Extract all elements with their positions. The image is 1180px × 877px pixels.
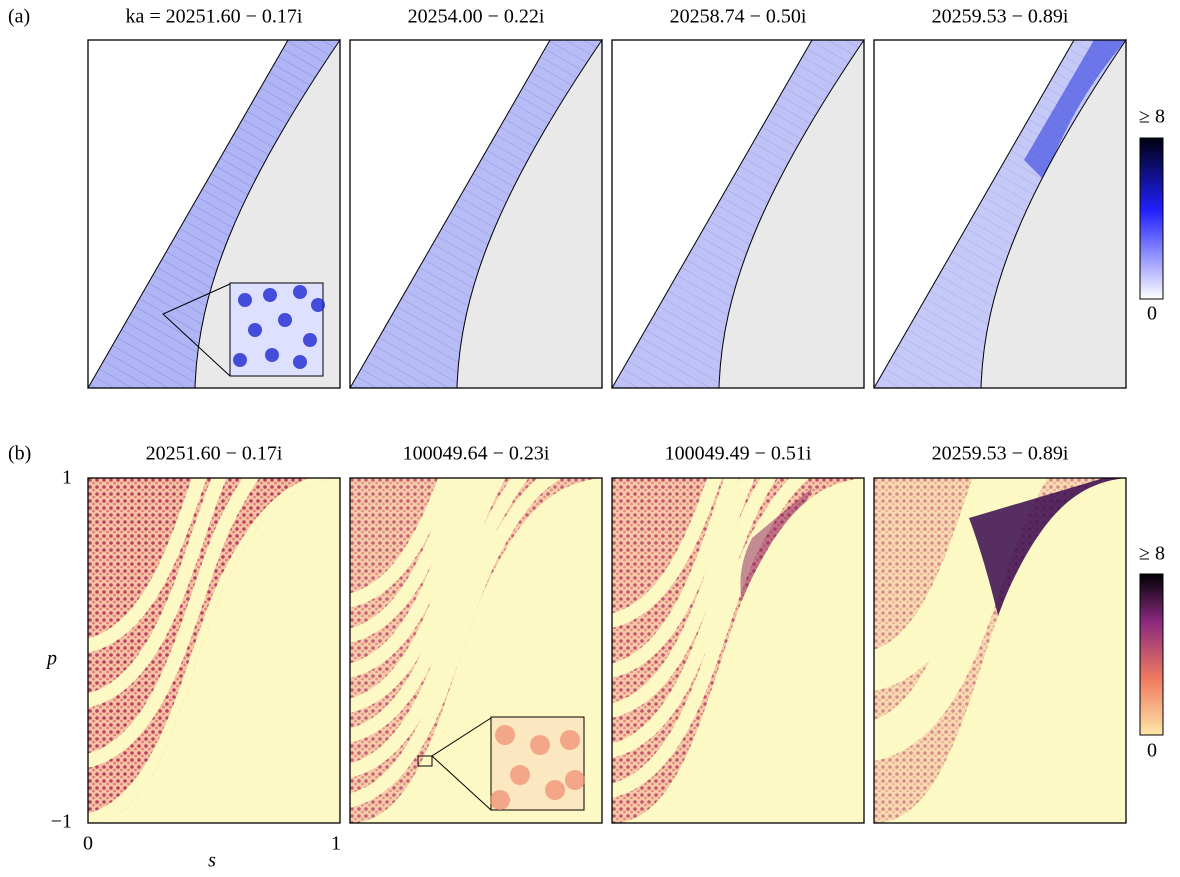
band-bright <box>1024 40 1126 180</box>
gap-stripe <box>350 478 602 810</box>
panel-label: (a) <box>8 6 30 28</box>
boundary <box>873 39 1075 389</box>
inset-blob <box>560 730 580 750</box>
panel-title: 20254.00 − 0.22i <box>408 6 545 28</box>
inset-blob <box>545 780 565 800</box>
gap-stripe <box>88 478 340 770</box>
forbidden <box>718 38 865 389</box>
x-tick-label: 0 <box>83 833 93 855</box>
gap-stripe <box>350 478 602 780</box>
colorbar-max: ≥ 8 <box>1139 543 1165 565</box>
inset-blob <box>238 293 252 307</box>
panel-label: (b) <box>8 443 31 465</box>
gap-stripe <box>350 478 602 680</box>
inset-blob <box>530 735 550 755</box>
forbidden <box>456 38 603 389</box>
panel-title: 20259.53 − 0.89i <box>932 6 1069 28</box>
gap-stripe <box>350 478 602 715</box>
gap-stripe <box>612 478 864 800</box>
inset <box>162 282 325 377</box>
inset-blob <box>293 285 307 299</box>
x-tick-label: 1 <box>331 833 341 855</box>
panel-title: 20259.53 − 0.89i <box>932 443 1069 465</box>
inset-blob <box>278 313 292 327</box>
panel-title: 20258.74 − 0.50i <box>670 6 807 28</box>
frame <box>611 477 865 824</box>
inset-blob <box>263 288 277 302</box>
inset-pointer <box>162 283 231 377</box>
frame <box>873 477 1127 824</box>
inset-pointer <box>431 717 492 811</box>
forbidden <box>980 38 1127 389</box>
colorbar-min: 0 <box>1147 303 1157 325</box>
inset-blob <box>303 333 317 347</box>
gap-stripe <box>88 478 340 710</box>
gap-stripe <box>612 478 864 680</box>
inset <box>417 716 585 811</box>
panel <box>873 38 1127 389</box>
gap-stripe <box>612 478 864 630</box>
x-axis-label: s <box>208 850 216 872</box>
inset-blob <box>233 353 247 367</box>
gap-stripe <box>350 478 602 745</box>
inset-blob <box>510 765 530 785</box>
panel <box>87 477 341 824</box>
frame <box>873 39 1127 389</box>
frame <box>611 39 865 389</box>
colorbar-min: 0 <box>1147 740 1157 762</box>
colorbar-max: ≥ 8 <box>1139 106 1165 128</box>
inset-source <box>417 755 433 767</box>
gap-stripe <box>612 478 864 720</box>
panel <box>349 38 603 389</box>
inset-blob <box>293 355 307 369</box>
gap-stripe <box>350 478 602 610</box>
y-axis-label: p <box>45 648 57 670</box>
band <box>350 40 602 388</box>
boundary <box>87 39 289 389</box>
boundary <box>349 39 551 389</box>
inset-blob <box>565 770 585 790</box>
colorbar <box>1139 573 1164 736</box>
boundary <box>611 39 813 389</box>
frame <box>87 39 341 389</box>
panel <box>611 477 865 824</box>
frame <box>349 477 603 824</box>
y-tick-label: 1 <box>62 467 72 489</box>
band <box>88 40 340 388</box>
panel-title: 100049.49 − 0.51i <box>665 443 812 465</box>
inset-blob <box>265 348 279 362</box>
inset-blob <box>490 790 510 810</box>
colorbar <box>1139 137 1164 300</box>
panel-title: 100049.64 − 0.23i <box>403 443 550 465</box>
panel <box>873 477 1127 824</box>
gap-stripe <box>350 478 602 645</box>
panel-title: ka = 20251.60 − 0.17i <box>126 6 303 28</box>
inset-blob <box>311 298 325 312</box>
frame <box>349 39 603 389</box>
y-tick-label: −1 <box>51 811 72 833</box>
panel-title: 20251.60 − 0.17i <box>146 443 283 465</box>
inset-blob <box>248 323 262 337</box>
gap-stripe <box>874 478 1126 693</box>
frame <box>87 477 341 824</box>
gap-stripe <box>612 478 864 760</box>
band <box>612 40 864 388</box>
inset-blob <box>495 725 515 745</box>
panel <box>611 38 865 389</box>
gap-stripe <box>88 478 340 655</box>
